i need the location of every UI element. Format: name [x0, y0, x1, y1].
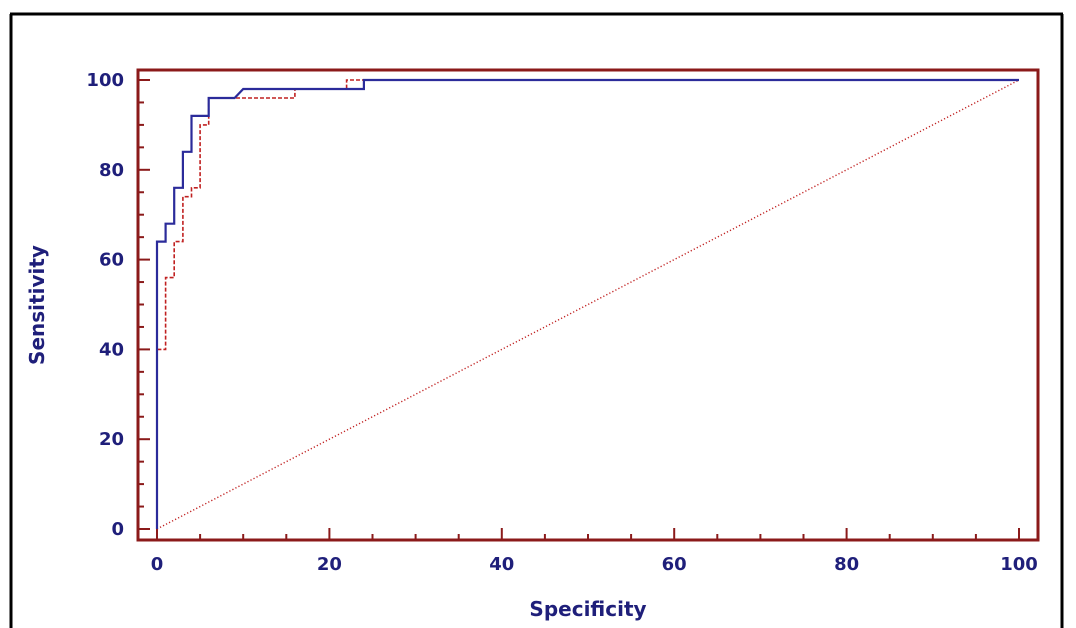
x-tick-label: 0: [151, 554, 164, 575]
series-layer: [155, 78, 1020, 530]
x-axis-label: Specificity: [529, 597, 646, 621]
roc-curve-solid: [155, 78, 1019, 529]
y-tick-label: 0: [111, 519, 124, 540]
x-tick-label: 60: [662, 554, 687, 575]
ticks-layer: [138, 79, 1020, 540]
x-tick-label: 40: [489, 554, 514, 575]
labels-layer: 0 20 40 60 80 100 0 20 40 60 80 100: [86, 70, 1037, 575]
y-tick-label: 60: [99, 250, 124, 271]
y-tick-label: 100: [86, 70, 124, 91]
y-axis-label: Sensitivity: [25, 245, 49, 365]
x-tick-label: 20: [317, 554, 342, 575]
y-tick-label: 80: [99, 160, 124, 181]
roc-curve-dashed: [156, 79, 1019, 529]
x-tick-label: 80: [834, 554, 859, 575]
plot-frame: [136, 68, 1040, 542]
roc-curve-dotted: [156, 79, 1020, 530]
y-tick-label: 20: [99, 429, 124, 450]
x-tick-label: 100: [1000, 554, 1038, 575]
y-tick-label: 40: [99, 339, 124, 360]
